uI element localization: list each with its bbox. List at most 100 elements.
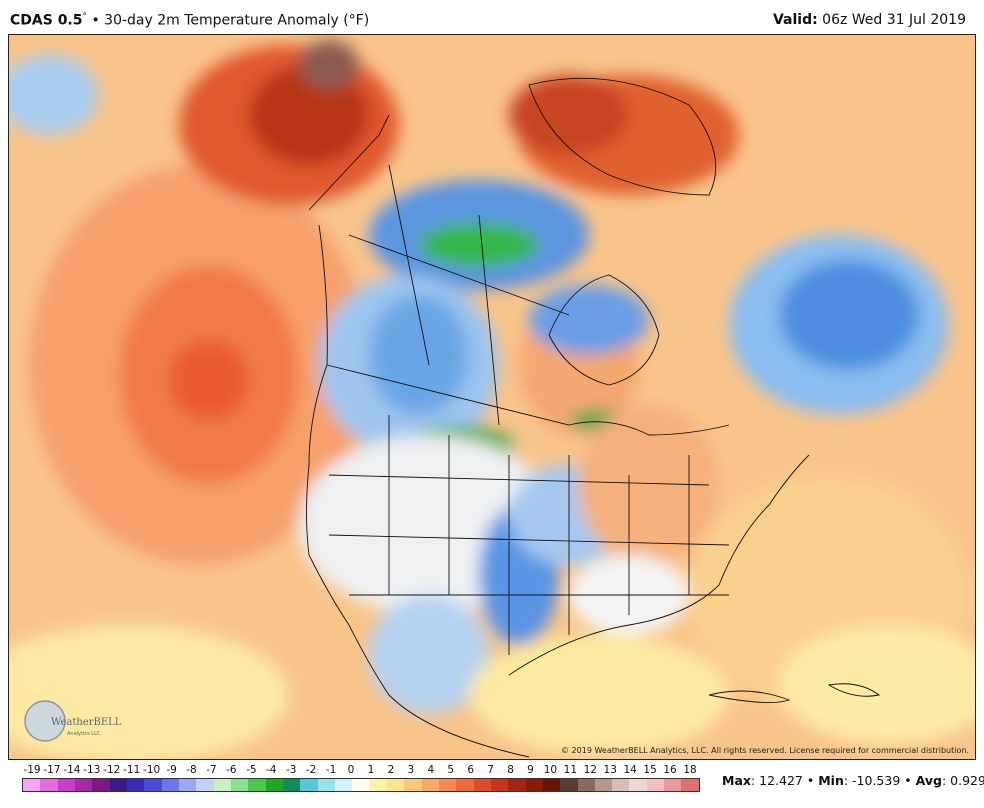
title-separator: •	[91, 12, 100, 29]
legend-swatch	[560, 779, 578, 791]
legend-swatch	[57, 779, 75, 791]
legend-swatch	[74, 779, 93, 791]
legend-swatch	[404, 779, 422, 791]
legend-swatch	[40, 779, 58, 791]
valid-label: Valid:	[772, 12, 818, 28]
stats-separator: •	[806, 773, 815, 788]
legend-swatch	[421, 779, 439, 791]
legend-tick-label: -10	[143, 764, 161, 776]
legend-swatch	[456, 779, 474, 791]
stats-separator: •	[904, 773, 912, 788]
legend-tick-label: -13	[83, 764, 101, 776]
legend-tick-label: 15	[643, 764, 657, 776]
title-text: 30-day 2m Temperature Anomaly (°F)	[104, 12, 370, 29]
legend-tick-label: -6	[226, 764, 237, 776]
legend-tick-label: -19	[23, 764, 41, 776]
legend-tick-label: 6	[467, 764, 474, 776]
map-canvas: WeatherBELL Analytics LLC	[9, 35, 975, 759]
legend-swatch	[109, 779, 127, 791]
legend-swatch	[577, 779, 595, 791]
weatherbell-logo: WeatherBELL Analytics LLC	[24, 700, 122, 742]
min-value: -10.539	[852, 773, 901, 788]
legend-swatch	[265, 779, 283, 791]
avg-label: Avg	[915, 773, 942, 788]
legend-tick-label: 14	[623, 764, 637, 776]
valid-time: Valid: 06z Wed 31 Jul 2019	[773, 12, 966, 28]
legend-tick-label: 9	[527, 764, 534, 776]
logo-subtext: Analytics LLC	[67, 731, 101, 737]
legend-tick-label: 16	[663, 764, 677, 776]
map-title: CDAS 0.5° • 30-day 2m Temperature Anomal…	[10, 12, 369, 29]
legend-swatch	[23, 779, 41, 791]
legend-swatch	[300, 779, 318, 791]
color-legend	[22, 778, 700, 792]
legend-swatch	[612, 779, 630, 791]
legend-swatch	[629, 779, 647, 791]
legend-swatch	[681, 779, 699, 791]
legend-tick-label: -14	[63, 764, 81, 776]
legend-swatch	[473, 779, 491, 791]
legend-swatch	[178, 779, 197, 791]
anomaly-field	[9, 40, 975, 759]
legend-tick-label: 1	[367, 764, 375, 776]
legend-swatch	[196, 779, 214, 791]
legend-tick-label: -4	[266, 764, 277, 776]
legend-tick-label: -8	[186, 764, 197, 776]
legend-swatch	[438, 779, 457, 791]
legend-swatch	[542, 779, 561, 791]
header: CDAS 0.5° • 30-day 2m Temperature Anomal…	[0, 0, 984, 34]
legend-tick-label: -3	[285, 764, 297, 776]
legend-tick-label: 4	[427, 764, 435, 776]
boundaries	[306, 77, 881, 758]
legend-tick-label: -11	[123, 764, 141, 776]
legend-tick-label: -7	[206, 764, 217, 776]
legend-swatch	[317, 779, 335, 791]
legend-tick-label: -5	[246, 764, 257, 776]
degree-mark: °	[82, 12, 88, 22]
legend-tick-label: 0	[347, 764, 355, 776]
legend-tick-label: 13	[603, 764, 617, 776]
max-label: Max	[722, 773, 751, 788]
legend-swatch	[230, 779, 249, 791]
legend-swatch	[369, 779, 387, 791]
legend-swatch	[594, 779, 613, 791]
field-stats: Max: 12.427 • Min: -10.539 • Avg: 0.929	[722, 773, 984, 788]
legend-tick-label: 18	[683, 764, 697, 776]
legend-tick-label: -12	[103, 764, 121, 776]
legend-tick-label: 10	[543, 764, 558, 776]
legend-swatch	[334, 779, 353, 791]
legend-labels: -19 -17 -14 -13 -12 -11 -10 -9 -8 -7 -6 -5 -4 -3 -2 -1 0…	[22, 764, 702, 778]
legend-swatch	[664, 779, 682, 791]
legend-tick-label: 5	[447, 764, 455, 776]
legend-tick-label: -17	[43, 764, 61, 776]
legend-swatch	[646, 779, 665, 791]
legend-tick-label: 8	[507, 764, 514, 776]
valid-value: 06z Wed 31 Jul 2019	[822, 12, 966, 28]
legend-swatch	[161, 779, 179, 791]
legend-swatch	[508, 779, 526, 791]
logo-text: WeatherBELL	[51, 717, 122, 728]
legend-swatch	[126, 779, 145, 791]
legend-tick-label: -2	[305, 764, 317, 776]
copyright-notice: © 2019 WeatherBELL Analytics, LLC. All r…	[561, 746, 969, 755]
legend-swatch	[282, 779, 301, 791]
legend-tick-label: -1	[325, 764, 337, 776]
legend-tick-label: 11	[563, 764, 578, 776]
legend-tick-label: 2	[387, 764, 395, 776]
legend-swatch	[144, 779, 162, 791]
legend-tick-label: 3	[407, 764, 415, 776]
legend-swatch	[525, 779, 543, 791]
anomaly-map: WeatherBELL Analytics LLC © 2019 Weather…	[8, 34, 976, 760]
product-name: CDAS 0.5	[10, 12, 83, 29]
legend-swatch	[213, 779, 231, 791]
avg-value: 0.929	[950, 773, 984, 788]
legend-swatch	[352, 779, 370, 791]
legend-swatch	[490, 779, 509, 791]
min-label: Min	[818, 773, 844, 788]
legend-swatch	[386, 779, 405, 791]
legend-swatch	[248, 779, 266, 791]
legend-tick-label: -9	[166, 764, 177, 776]
legend-tick-label: 7	[487, 764, 494, 776]
max-value: 12.427	[759, 773, 803, 788]
legend-swatch	[92, 779, 110, 791]
